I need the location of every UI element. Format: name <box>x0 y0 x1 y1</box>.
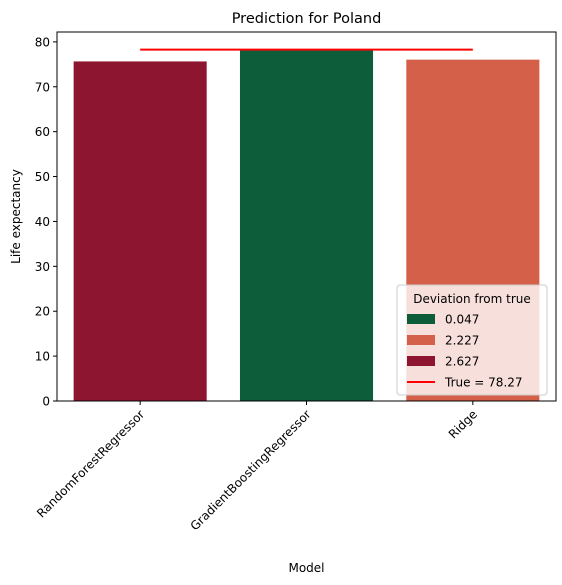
x-tick-label: GradientBoostingRegressor <box>188 407 314 533</box>
y-tick-label: 70 <box>35 80 50 94</box>
legend-box <box>396 284 548 396</box>
bar-RandomForestRegressor <box>73 61 207 401</box>
legend-label: 0.047 <box>445 313 479 327</box>
y-tick-label: 0 <box>42 395 50 409</box>
legend-label: True = 78.27 <box>444 376 523 390</box>
legend: Deviation from true 0.047 2.227 2.627 True =… <box>396 284 548 396</box>
legend-label: 2.627 <box>445 355 479 369</box>
y-axis-label: Life expectancy <box>9 169 23 264</box>
legend-swatch <box>407 335 435 345</box>
x-axis-label: Model <box>288 561 324 575</box>
x-axis: RandomForestRegressor GradientBoostingReg… <box>34 401 480 533</box>
bar-GradientBoostingRegressor <box>239 49 374 401</box>
legend-label: 2.227 <box>445 334 479 348</box>
legend-swatch <box>407 314 435 324</box>
bars-group <box>73 49 540 401</box>
y-tick-label: 20 <box>35 305 50 319</box>
y-tick-label: 80 <box>35 35 50 49</box>
y-tick-label: 60 <box>35 125 50 139</box>
plot-frame <box>56 31 557 402</box>
x-tick-label: RandomForestRegressor <box>34 407 147 520</box>
chart-title: Prediction for Poland <box>232 11 382 27</box>
y-tick-label: 30 <box>35 260 50 274</box>
y-tick-label: 40 <box>35 215 50 229</box>
y-axis: 0 10 20 30 40 50 60 70 80 <box>35 35 57 409</box>
y-tick-label: 50 <box>35 170 50 184</box>
legend-swatch <box>407 356 435 366</box>
y-tick-label: 10 <box>35 350 50 364</box>
legend-title: Deviation from true <box>413 292 531 306</box>
x-tick-label: Ridge <box>446 407 480 441</box>
